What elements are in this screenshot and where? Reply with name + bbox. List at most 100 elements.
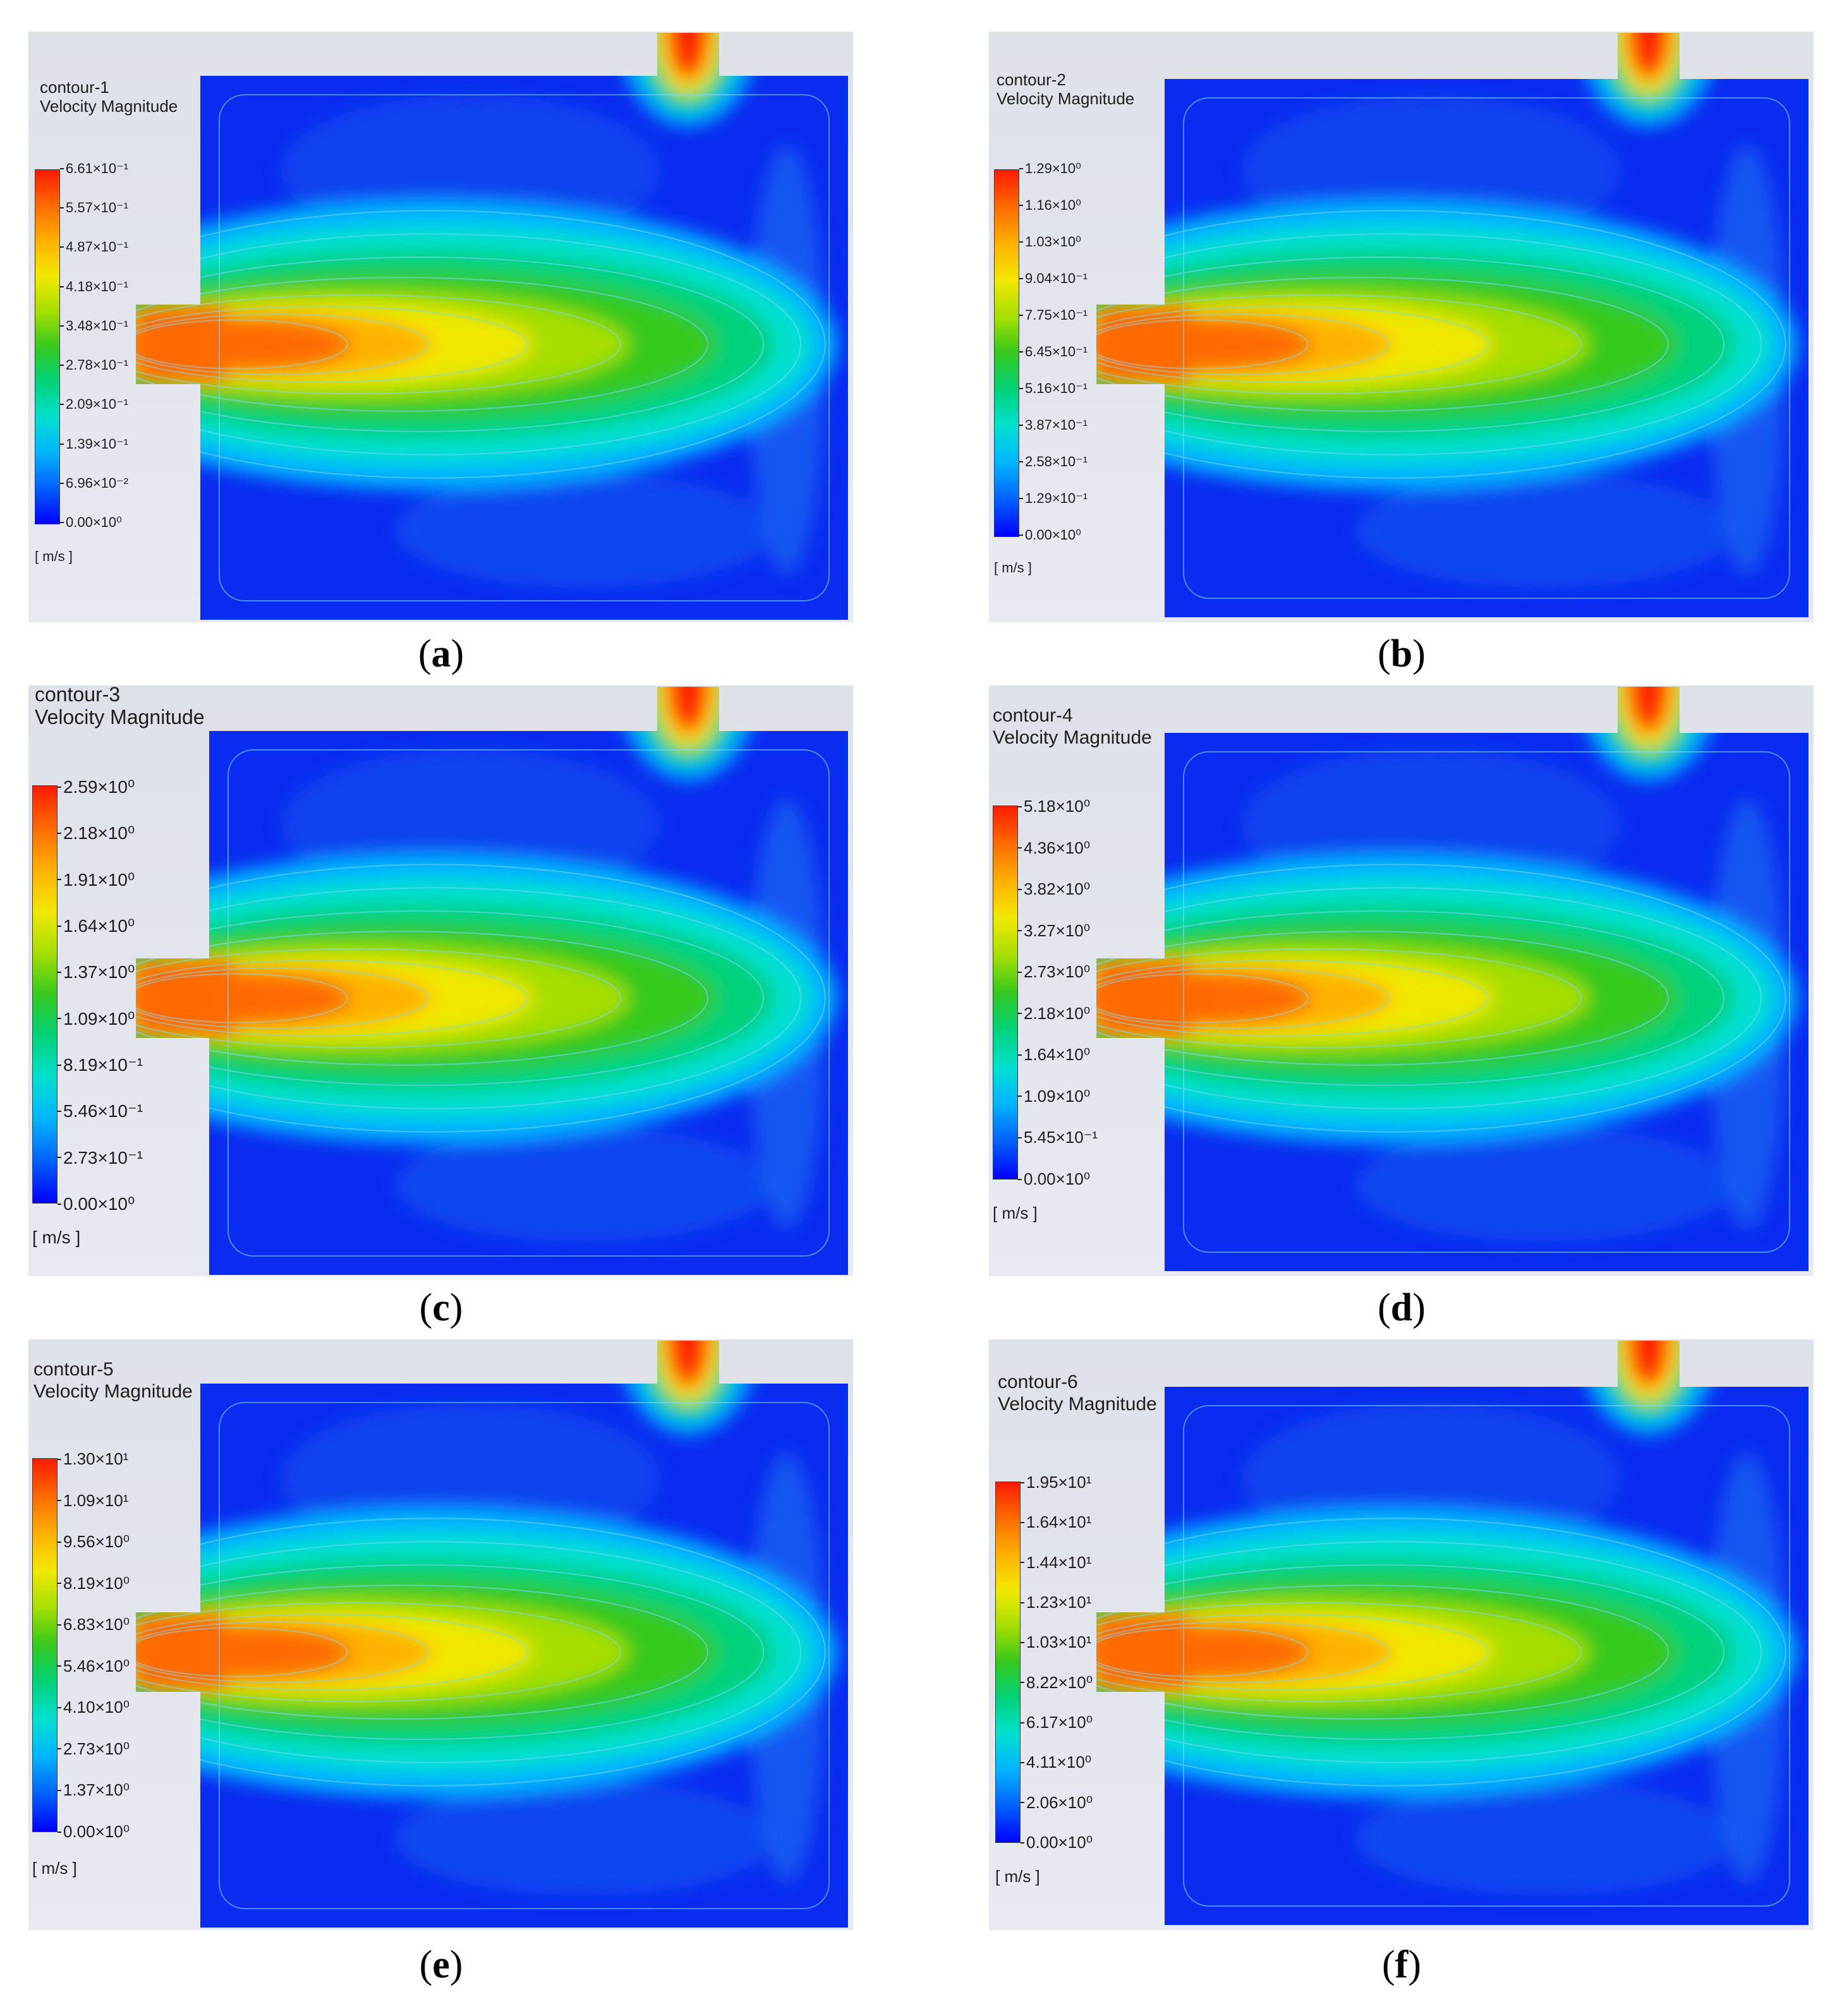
inlet-core — [1096, 962, 1190, 1034]
contour-line-2 — [136, 1564, 765, 1740]
contour-line-3 — [136, 277, 708, 412]
inlet-core — [136, 1616, 226, 1688]
contour-line-1 — [136, 1541, 801, 1763]
contour-line-4 — [136, 1602, 622, 1703]
contour-lines — [136, 749, 830, 1257]
contour-line-3 — [136, 1584, 708, 1720]
outlet-band-3 — [1625, 33, 1673, 82]
contour-line-3 — [1096, 277, 1669, 412]
contour-line-outer — [227, 749, 830, 1257]
contour-line-4 — [1096, 948, 1582, 1049]
contour-line-0 — [1096, 1518, 1786, 1787]
contour-panel-f: contour-6 Velocity Magnitude 1.95×10¹ 1.6… — [989, 1339, 1814, 1930]
outlet-band-4 — [1633, 1341, 1664, 1380]
velocity-field-plot — [1096, 687, 1809, 1271]
contour-line-5 — [136, 306, 528, 383]
contour-line-outer — [1183, 97, 1790, 599]
contour-line-7 — [136, 1627, 348, 1677]
contour-line-5 — [136, 960, 528, 1037]
contour-line-1 — [136, 233, 801, 456]
contour-line-4 — [1096, 1602, 1582, 1703]
recirculation-zone-lower — [1355, 1128, 1735, 1241]
contour-line-1 — [1096, 233, 1762, 456]
flow-domain — [1096, 33, 1809, 617]
contour-lines — [1096, 97, 1790, 599]
inlet-core — [136, 308, 226, 380]
contour-line-3 — [1096, 931, 1669, 1066]
contour-line-6 — [1096, 967, 1390, 1029]
contour-line-1 — [136, 887, 801, 1109]
inlet-core — [1096, 1616, 1190, 1688]
caption-d: (d) — [1378, 1286, 1426, 1329]
caption-a: (a) — [418, 632, 464, 675]
contour-line-2 — [136, 257, 765, 432]
outlet-band-4 — [673, 687, 703, 727]
contour-line-1 — [1096, 1541, 1762, 1763]
contour-lines — [1096, 751, 1790, 1253]
recirculation-zone-lower — [1355, 474, 1735, 588]
contour-line-0 — [136, 210, 826, 479]
contour-line-outer — [219, 1402, 830, 1909]
flow-domain — [136, 1341, 848, 1928]
contour-line-7 — [136, 319, 348, 370]
contour-line-4 — [1096, 294, 1582, 395]
velocity-bands — [136, 33, 837, 588]
flow-domain — [136, 687, 848, 1275]
contour-panel-e: contour-5 Velocity Magnitude 1.30×10¹ 1.0… — [28, 1339, 853, 1930]
contour-line-3 — [136, 931, 708, 1066]
outlet-band-3 — [1625, 687, 1673, 736]
contour-line-0 — [1096, 864, 1786, 1133]
contour-line-2 — [1096, 910, 1725, 1086]
contour-line-5 — [1096, 306, 1489, 383]
contour-line-5 — [1096, 1614, 1489, 1691]
contour-line-2 — [1096, 1564, 1725, 1740]
contour-panel-d: contour-4 Velocity Magnitude 5.18×10⁰ 4.3… — [989, 685, 1814, 1276]
contour-line-outer — [1183, 751, 1790, 1253]
velocity-field-plot — [136, 33, 848, 620]
recirculation-zone-lower — [395, 1128, 774, 1241]
contour-lines — [136, 1402, 830, 1909]
contour-line-6 — [136, 967, 429, 1029]
contour-line-5 — [136, 1614, 528, 1691]
velocity-bands — [136, 1341, 837, 1895]
caption-f: (f) — [1382, 1943, 1421, 1986]
contour-panel-a: contour-1 Velocity Magnitude 6.61×10⁻¹ 5.… — [28, 32, 853, 622]
contour-line-6 — [1096, 313, 1390, 375]
contour-line-7 — [136, 973, 348, 1023]
outlet-band-3 — [664, 33, 712, 82]
outlet-band-4 — [673, 33, 703, 73]
flow-domain — [136, 33, 848, 620]
contour-line-0 — [136, 1518, 826, 1787]
contour-line-6 — [1096, 1621, 1390, 1683]
contour-line-7 — [1096, 319, 1309, 370]
contour-line-0 — [1096, 210, 1786, 479]
outlet-band-3 — [1625, 1341, 1673, 1390]
velocity-field-plot — [1096, 33, 1809, 617]
inlet-core — [136, 962, 234, 1034]
contour-line-1 — [1096, 887, 1762, 1109]
velocity-field-plot — [1096, 1341, 1809, 1925]
contour-line-7 — [1096, 973, 1309, 1023]
contour-line-7 — [1096, 1627, 1309, 1677]
velocity-field-plot — [136, 1341, 848, 1928]
caption-b: (b) — [1378, 632, 1426, 675]
contour-panel-b: contour-2 Velocity Magnitude 1.29×10⁰ 1.1… — [989, 32, 1814, 622]
contour-line-6 — [136, 1621, 429, 1683]
contour-line-3 — [1096, 1584, 1669, 1720]
contour-line-outer — [1183, 1405, 1790, 1907]
contour-line-outer — [219, 94, 830, 601]
outlet-band-3 — [664, 687, 712, 736]
flow-domain — [1096, 1341, 1809, 1925]
contour-line-4 — [136, 948, 622, 1049]
contour-line-2 — [1096, 257, 1725, 432]
contour-line-6 — [136, 313, 429, 375]
outlet-band-4 — [1633, 33, 1664, 73]
velocity-field-plot — [136, 687, 848, 1275]
contour-line-5 — [1096, 960, 1489, 1037]
contour-lines — [1096, 1405, 1790, 1907]
inlet-core — [1096, 308, 1190, 380]
flow-domain — [1096, 687, 1809, 1271]
outlet-band-3 — [664, 1341, 712, 1390]
recirculation-zone-lower — [395, 474, 774, 588]
outlet-band-4 — [1633, 687, 1664, 727]
